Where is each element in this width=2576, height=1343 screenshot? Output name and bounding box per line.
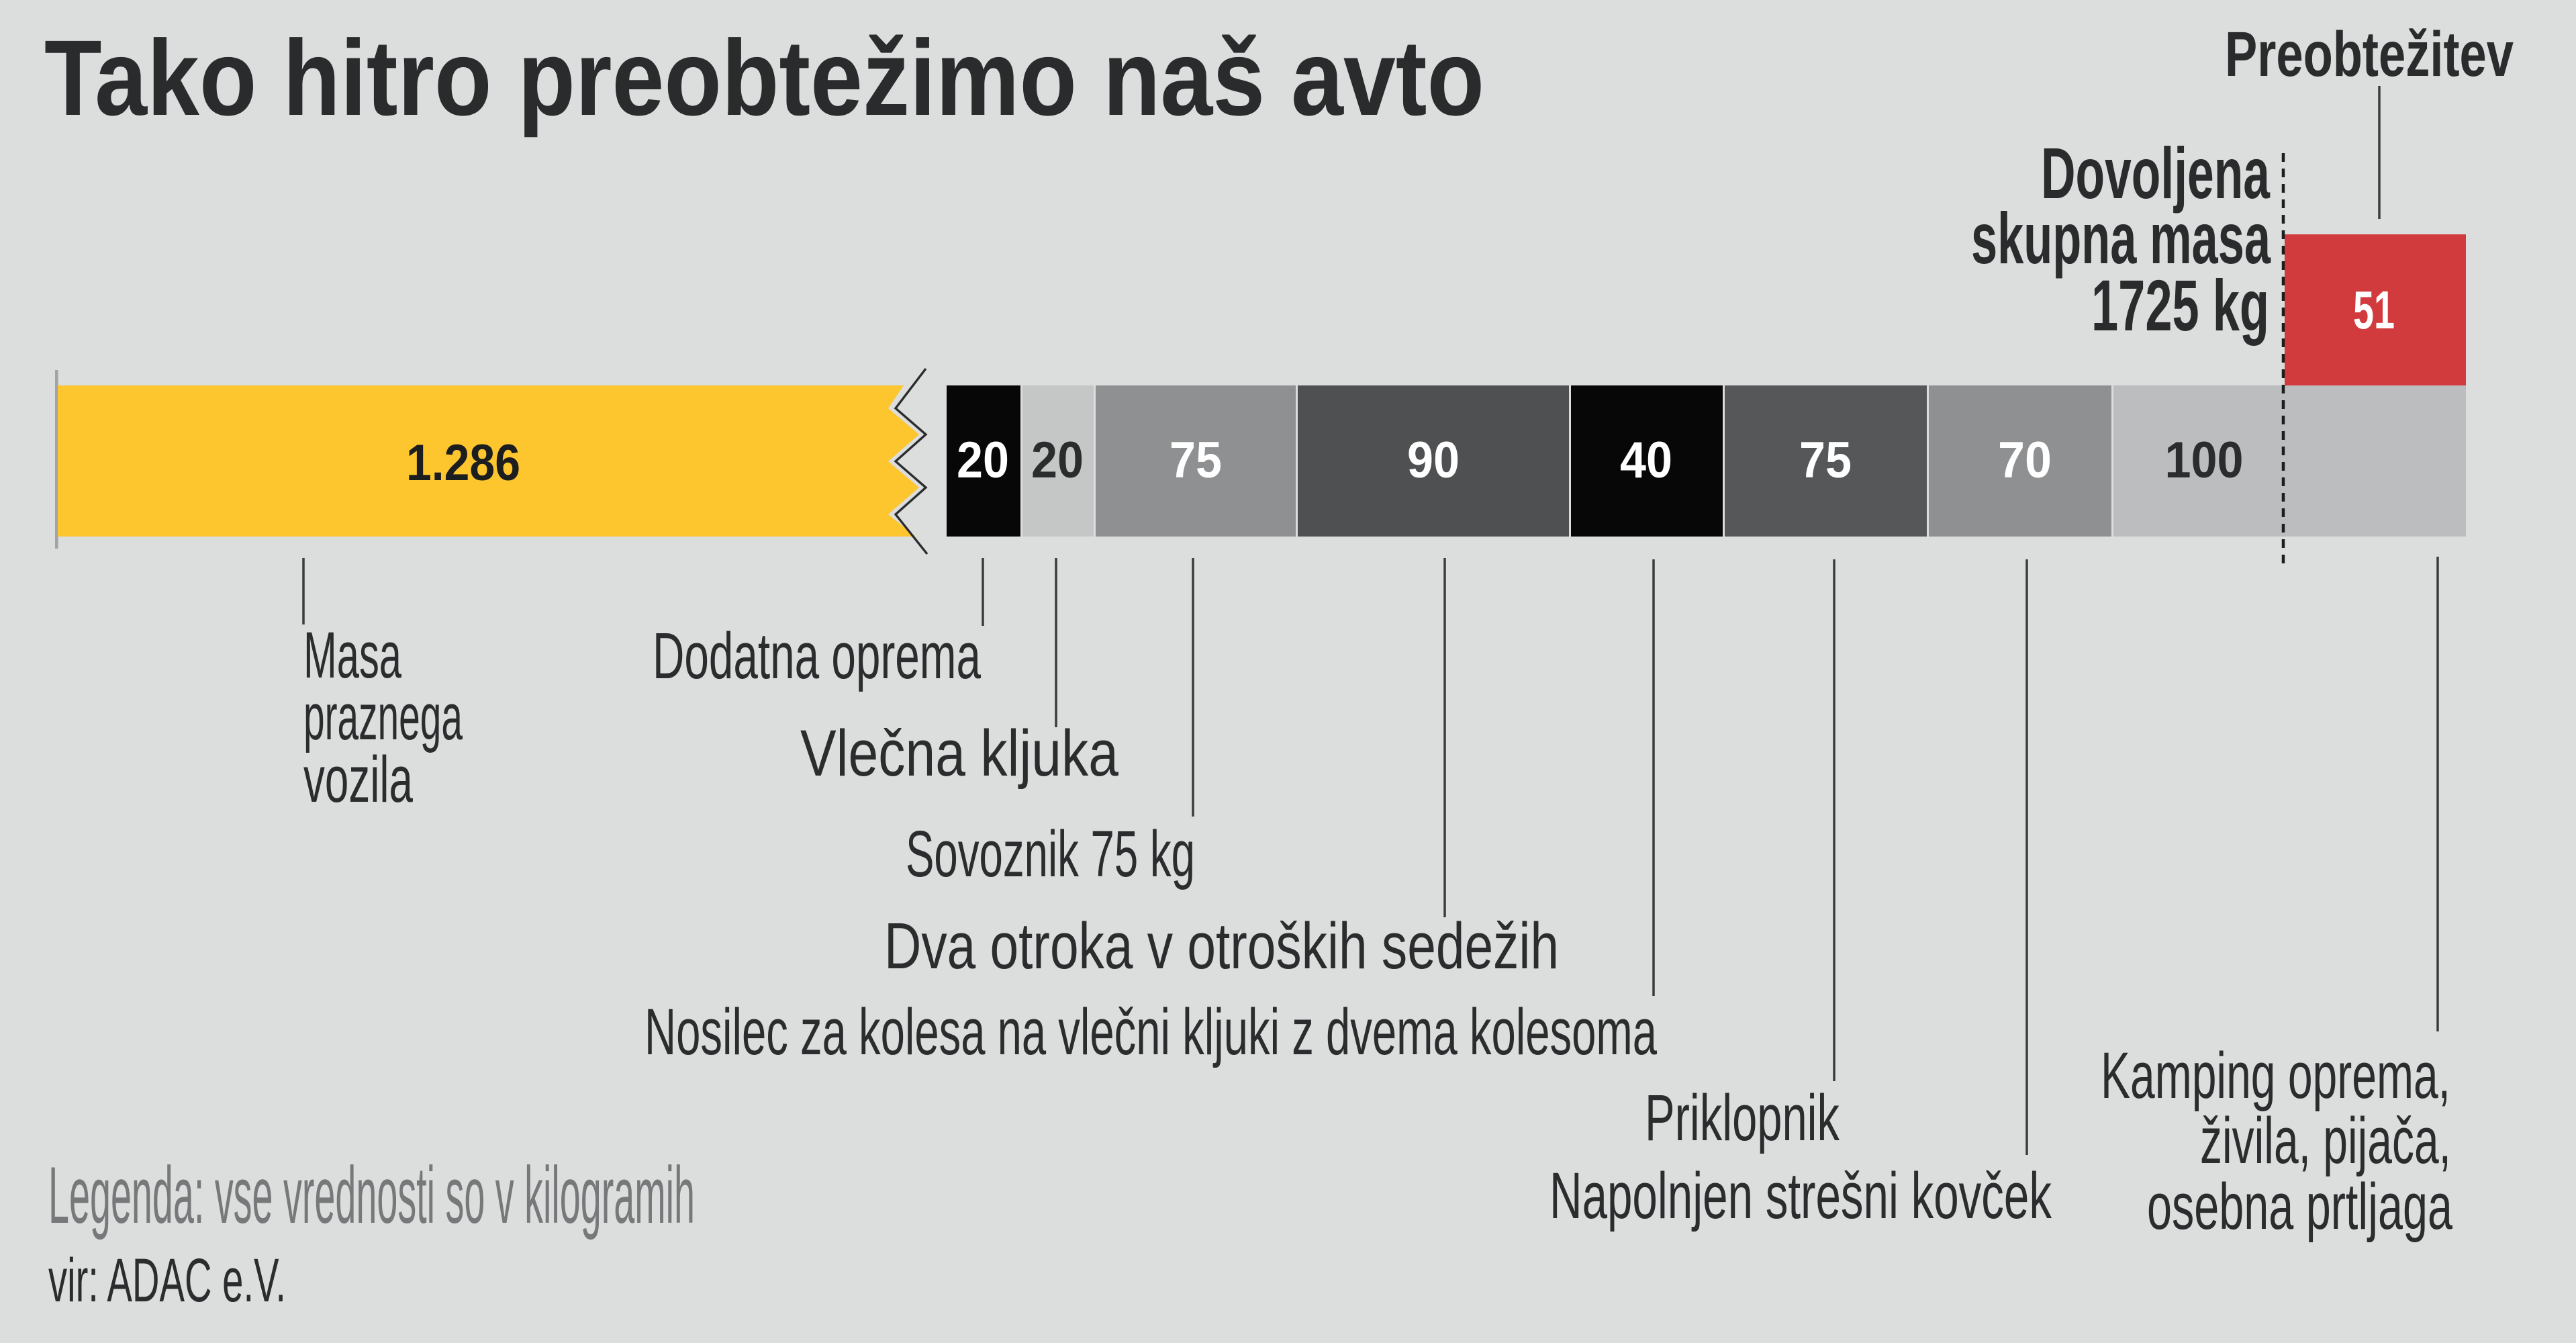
svg-text:skupna masa: skupna masa <box>1971 197 2271 279</box>
svg-text:Tako hitro preobtežimo naš avt: Tako hitro preobtežimo naš avto <box>44 17 1484 138</box>
svg-text:Sovoznik 75 kg: Sovoznik 75 kg <box>906 817 1195 890</box>
svg-text:živila, pijača,: živila, pijača, <box>2200 1104 2451 1177</box>
svg-text:Legenda: vse vrednosti so v ki: Legenda: vse vrednosti so v kilogramih <box>48 1150 695 1240</box>
svg-text:Dva otroka v otroških sedežih: Dva otroka v otroških sedežih <box>884 909 1559 982</box>
svg-text:Napolnjen strešni kovček: Napolnjen strešni kovček <box>1549 1159 2052 1232</box>
svg-text:Dodatna oprema: Dodatna oprema <box>653 619 981 692</box>
svg-text:75: 75 <box>1170 432 1222 489</box>
svg-text:Masa: Masa <box>303 618 401 692</box>
svg-text:90: 90 <box>1407 432 1460 489</box>
svg-text:20: 20 <box>1031 432 1084 489</box>
svg-text:Nosilec za kolesa na vlečni kl: Nosilec za kolesa na vlečni kljuki z dve… <box>645 995 1657 1068</box>
svg-text:75: 75 <box>1799 432 1852 489</box>
svg-text:70: 70 <box>1998 432 2052 489</box>
svg-text:1.286: 1.286 <box>406 434 520 492</box>
svg-text:Kamping oprema,: Kamping oprema, <box>2101 1039 2450 1112</box>
svg-text:51: 51 <box>2353 280 2395 340</box>
svg-text:vir: ADAC e.V.: vir: ADAC e.V. <box>48 1246 286 1315</box>
svg-text:Vlečna kljuka: Vlečna kljuka <box>800 716 1118 790</box>
svg-text:40: 40 <box>1620 432 1672 489</box>
svg-text:vozila: vozila <box>303 743 413 816</box>
svg-text:osebna prtljaga: osebna prtljaga <box>2147 1170 2452 1243</box>
svg-text:Priklopnik: Priklopnik <box>1645 1081 1840 1154</box>
svg-text:20: 20 <box>957 432 1009 489</box>
svg-text:praznega: praznega <box>303 680 463 753</box>
svg-text:100: 100 <box>2165 432 2244 489</box>
svg-text:Preobtežitev: Preobtežitev <box>2225 19 2514 90</box>
svg-text:Dovoljena: Dovoljena <box>2041 132 2271 214</box>
svg-text:1725 kg: 1725 kg <box>2091 265 2269 346</box>
